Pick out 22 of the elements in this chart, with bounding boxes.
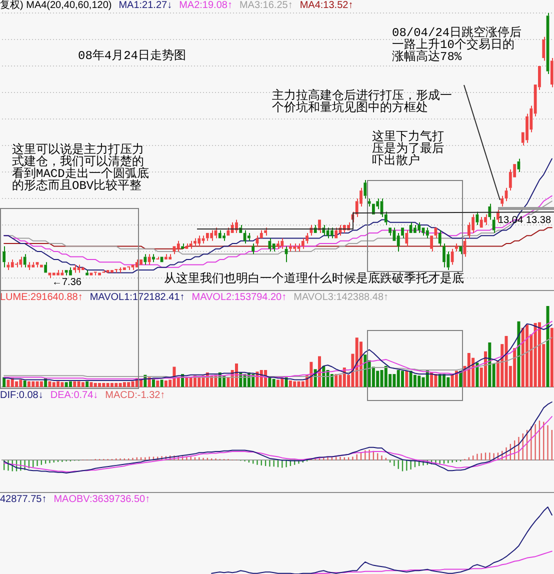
annotation: 这里可以说是主力打压力式建仓，我们可以清楚的看到MACD走出一个圆弧底的形态而且OBV比较平整	[12, 143, 150, 193]
annotation: 从这里我们也明白一个道理什么时候是底跌破季托才是底	[164, 272, 464, 286]
text: MA4:13.52↑	[300, 0, 354, 11]
legend-title: 复权) MA4(20,40,60,120)	[0, 0, 112, 11]
annotation: 主力拉高建仓后进行打压，形成一个价坑和量坑见图中的方框处	[272, 89, 453, 115]
annotation: 08/04/24日跳空涨停后一路上升10个交易日的涨幅高达78%	[392, 26, 523, 64]
text: MACD:-1.32↑	[105, 390, 166, 401]
annotation: ←7.36	[52, 277, 82, 288]
annotation: 13.38	[526, 215, 552, 226]
text: DEA:0.74↓	[50, 390, 98, 401]
text: LUME:291640.88↑	[0, 292, 83, 303]
text: MAVOL2:153794.20↑	[192, 292, 287, 303]
annotation: 这里下力气打压是为了最后吓出散户	[372, 130, 445, 168]
text: MA1:21.27↓	[118, 0, 172, 11]
text: MA2:19.08↑	[179, 0, 232, 11]
annotation: 08年4月24日走势图	[78, 49, 188, 63]
text: MAOBV:3639736.50↑	[54, 494, 150, 505]
text: 42877.75↑	[0, 494, 47, 505]
text: MAVOL3:142388.48↑	[294, 292, 389, 303]
text: MAVOL1:172182.41↑	[90, 292, 185, 303]
text: MA3:16.25↑	[239, 0, 293, 11]
text: DIF:0.08↓	[0, 390, 44, 401]
